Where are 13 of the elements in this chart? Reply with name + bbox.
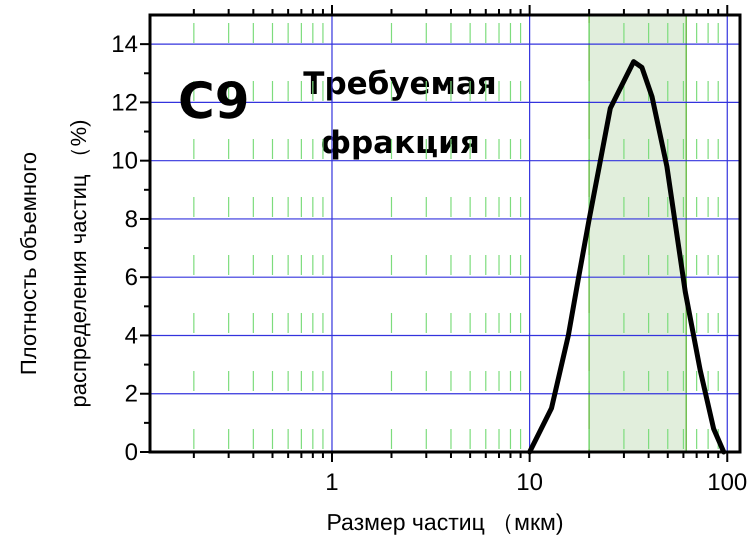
x-axis-title: Размер частиц （мкм): [326, 509, 564, 535]
x-tick-label: 100: [707, 469, 748, 496]
x-tick-label: 1: [325, 469, 339, 496]
y-tick-label: 12: [111, 89, 138, 116]
y-tick-label: 8: [124, 206, 138, 233]
y-tick-label: 10: [111, 148, 138, 175]
y-tick-label: 2: [124, 380, 138, 408]
y-tick-label: 14: [111, 31, 138, 58]
x-tick-label: 10: [516, 469, 543, 496]
y-axis-title: Плотность объемного распределения частиц （%): [16, 120, 91, 408]
y-tick-label: 0: [124, 439, 138, 466]
y-tick-label: 6: [124, 264, 138, 292]
y-tick-label: 4: [124, 322, 138, 350]
